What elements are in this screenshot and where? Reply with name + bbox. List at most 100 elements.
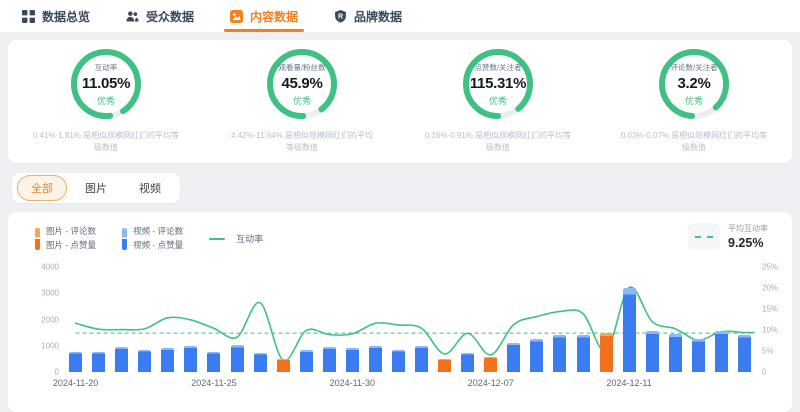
bar-video bbox=[645, 331, 659, 372]
grid-icon bbox=[22, 9, 35, 23]
bar-video bbox=[737, 335, 751, 372]
y-tick-right: 25% bbox=[762, 262, 779, 272]
y-tick-right: 10% bbox=[762, 325, 779, 335]
bar-video bbox=[668, 334, 682, 372]
x-axis-label: 2024-12-07 bbox=[467, 378, 514, 388]
tab-label: 内容数据 bbox=[250, 9, 299, 24]
gauge-badge: 优秀 bbox=[488, 95, 507, 106]
tab-brand-data[interactable]: R 品牌数据 bbox=[334, 0, 402, 32]
x-axis-label: 2024-11-25 bbox=[191, 378, 237, 388]
engagement-chart-card: 图片 - 评论数 图片 - 点赞量 视频 - 评论数 视频 - 点赞量 互动率 … bbox=[8, 212, 792, 412]
average-engagement-box: 平均互动率 9.25% bbox=[688, 223, 768, 250]
content-icon bbox=[230, 9, 244, 23]
bar-image bbox=[276, 359, 290, 372]
content-type-filter: 全部 图片 视频 bbox=[12, 173, 180, 203]
legend-label: 图片 - 评论数 bbox=[46, 226, 97, 236]
combo-chart: 0 1000 2000 3000 4000 0 5% 10% 15% 20% 25% 2024-1… bbox=[8, 263, 792, 397]
legend-image-bars[interactable]: 图片 - 评论数 图片 - 点赞量 bbox=[35, 225, 96, 252]
gauge-badge: 优秀 bbox=[292, 95, 311, 106]
legend-label: 视频 - 点赞量 bbox=[133, 239, 184, 250]
y-tick-left: 4000 bbox=[41, 262, 59, 272]
bar-video bbox=[391, 349, 405, 372]
audience-icon bbox=[126, 10, 139, 21]
bar-image bbox=[484, 357, 498, 372]
bar-video bbox=[138, 349, 152, 372]
average-label: 平均互动率 bbox=[728, 224, 768, 233]
tab-label: 品牌数据 bbox=[354, 9, 403, 24]
x-axis-label: 2024-11-30 bbox=[329, 378, 376, 388]
bar-image bbox=[599, 332, 613, 372]
gauge-title: 观看量/粉丝数 bbox=[278, 62, 326, 72]
gauge-description: 0.03%-0.07% 是相似规模网红们的平均等级数值 bbox=[620, 131, 768, 153]
gauge-title: 互动率 bbox=[94, 62, 118, 72]
gauge-value: 11.05% bbox=[81, 74, 131, 92]
legend-engagement-line[interactable]: 互动率 bbox=[209, 232, 263, 245]
y-tick-right: 0 bbox=[762, 367, 767, 377]
filter-videos[interactable]: 视频 bbox=[139, 183, 161, 195]
bar-video bbox=[691, 339, 705, 372]
legend-video-bars[interactable]: 视频 - 评论数 视频 - 点赞量 bbox=[122, 225, 183, 252]
bar-video bbox=[622, 288, 636, 372]
orange-bar-swatch bbox=[35, 227, 40, 250]
y-tick-right: 5% bbox=[762, 346, 774, 356]
gauge-ring: 点赞数/关注者 115.31% 优秀 bbox=[461, 47, 535, 121]
bar-video bbox=[207, 351, 221, 372]
average-value: 9.25% bbox=[728, 236, 764, 250]
filter-all[interactable]: 全部 bbox=[17, 175, 67, 201]
chart-legend: 图片 - 评论数 图片 - 点赞量 视频 - 评论数 视频 - 点赞量 互动率 bbox=[35, 225, 263, 252]
bar-video bbox=[253, 352, 267, 372]
bar-video bbox=[345, 348, 359, 372]
gauge-badge: 优秀 bbox=[96, 95, 115, 106]
legend-label: 互动率 bbox=[236, 234, 264, 245]
gauge-badge: 优秀 bbox=[684, 95, 703, 106]
bar-video bbox=[69, 352, 83, 372]
tab-data-overview[interactable]: 数据总览 bbox=[22, 0, 90, 32]
x-axis-label: 2024-12-11 bbox=[606, 378, 652, 388]
gauge-ring: 互动率 11.05% 优秀 bbox=[69, 47, 143, 121]
y-tick-left: 2000 bbox=[41, 315, 59, 324]
bar-video bbox=[415, 345, 429, 372]
bar-video bbox=[299, 350, 313, 372]
bar-video bbox=[507, 343, 521, 372]
gauge-ring: 观看量/粉丝数 45.9% 优秀 bbox=[265, 47, 339, 121]
y-tick-right: 20% bbox=[762, 283, 779, 293]
bar-video bbox=[553, 335, 567, 372]
dashed-line-icon bbox=[688, 223, 720, 250]
engagement-line-chart bbox=[74, 286, 755, 362]
metrics-gauge-card: 互动率 11.05% 优秀 0.41%-1.81% 是相似规模网红们的平均等级数… bbox=[8, 40, 792, 163]
tab-audience-data[interactable]: 受众数据 bbox=[126, 0, 194, 32]
tab-label: 受众数据 bbox=[146, 9, 195, 24]
gauge-description: 4.42%-11.64% 是相似规模网红们的平均等级数值 bbox=[230, 131, 374, 153]
bar-video bbox=[461, 352, 475, 372]
y-tick-right: 15% bbox=[762, 304, 779, 314]
bar-video bbox=[576, 335, 590, 372]
bar-video bbox=[230, 345, 244, 372]
legend-label: 图片 - 点赞量 bbox=[46, 239, 97, 250]
y-tick-left: 0 bbox=[54, 367, 59, 377]
top-nav: 数据总览 受众数据 内容数据 R 品牌数据 bbox=[0, 0, 800, 32]
y-tick-left: 1000 bbox=[41, 341, 59, 351]
blue-bar-swatch bbox=[122, 227, 128, 250]
bar-video bbox=[115, 346, 129, 372]
plot-area bbox=[64, 267, 756, 372]
gauge-title: 评论数/关注者 bbox=[670, 62, 718, 72]
brand-shield-icon: R bbox=[335, 9, 346, 23]
bar-video bbox=[161, 347, 175, 372]
gauge-views-per-follower: 观看量/粉丝数 45.9% 优秀 4.42%-11.64% 是相似规模网红们的平… bbox=[204, 40, 400, 163]
legend-label: 视频 - 评论数 bbox=[133, 226, 184, 236]
bar-video bbox=[714, 331, 728, 372]
bar-video bbox=[530, 339, 544, 372]
y-tick-left: 3000 bbox=[41, 288, 59, 298]
tab-label: 数据总览 bbox=[42, 9, 91, 24]
gauge-comments-per-follower: 评论数/关注者 3.2% 优秀 0.03%-0.07% 是相似规模网红们的平均等… bbox=[596, 40, 792, 163]
filter-images[interactable]: 图片 bbox=[85, 183, 107, 195]
green-line-swatch bbox=[209, 237, 226, 240]
tab-content-data[interactable]: 内容数据 bbox=[224, 0, 305, 32]
gauge-description: 0.16%-0.91% 是相似规模网红们的平均等级数值 bbox=[424, 131, 572, 153]
gauge-description: 0.41%-1.81% 是相似规模网红们的平均等级数值 bbox=[32, 131, 180, 153]
engagement-rate-line bbox=[74, 286, 755, 362]
gauge-ring: 评论数/关注者 3.2% 优秀 bbox=[657, 47, 731, 121]
bar-video bbox=[368, 346, 382, 372]
bar-video bbox=[184, 345, 198, 372]
bar-video bbox=[322, 347, 336, 372]
